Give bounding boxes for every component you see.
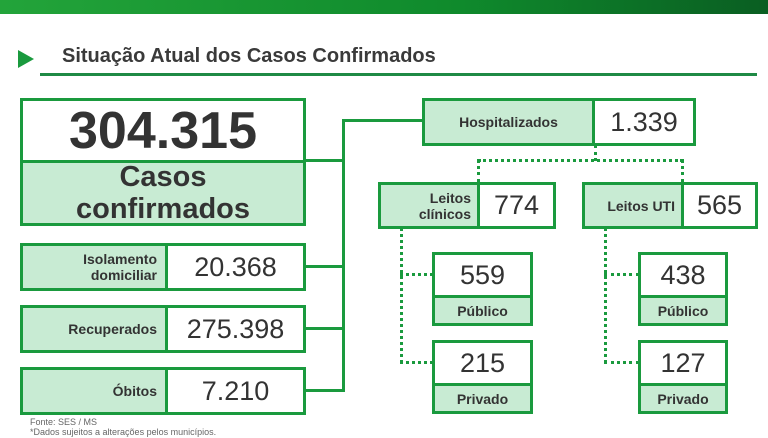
obitos-label: Óbitos <box>20 367 168 415</box>
dotted-connector <box>400 228 403 363</box>
hospitalizados-value: 1.339 <box>592 98 696 146</box>
dotted-connector <box>478 159 683 162</box>
isolamento-value: 20.368 <box>165 243 306 291</box>
uti-publico-value: 438 <box>638 252 728 298</box>
connector <box>342 119 345 392</box>
leitos-clinicos-label: Leitos clínicos <box>378 182 480 229</box>
connector <box>305 159 345 162</box>
uti-privado-value: 127 <box>638 340 728 386</box>
footer-note: *Dados sujeitos a alterações pelos munic… <box>30 427 217 437</box>
footer-source: Fonte: SES / MS <box>30 417 98 427</box>
dotted-connector <box>400 273 433 276</box>
dotted-connector <box>604 361 639 364</box>
clinicos-privado-value: 215 <box>432 340 533 386</box>
connector <box>305 327 345 330</box>
confirmados-label: Casos confirmados <box>20 160 306 226</box>
obitos-value: 7.210 <box>165 367 306 415</box>
title-underline <box>40 73 757 76</box>
clinicos-privado-label: Privado <box>432 383 533 414</box>
recuperados-value: 275.398 <box>165 305 306 353</box>
dotted-connector <box>477 159 480 183</box>
leitos-uti-label: Leitos UTI <box>582 182 684 229</box>
recuperados-label: Recuperados <box>20 305 168 353</box>
top-bar <box>0 0 768 14</box>
isolamento-label: Isolamento domiciliar <box>20 243 168 291</box>
dotted-connector <box>604 273 639 276</box>
leitos-uti-value: 565 <box>681 182 758 229</box>
hospitalizados-label: Hospitalizados <box>422 98 595 146</box>
triangle-bullet-icon <box>18 50 34 68</box>
connector <box>342 119 424 122</box>
clinicos-publico-label: Público <box>432 295 533 326</box>
dotted-connector <box>594 145 597 161</box>
dotted-connector <box>681 159 684 183</box>
leitos-clinicos-value: 774 <box>477 182 556 229</box>
confirmados-value: 304.315 <box>20 98 306 163</box>
dotted-connector <box>604 228 607 363</box>
clinicos-publico-value: 559 <box>432 252 533 298</box>
page-title: Situação Atual dos Casos Confirmados <box>62 45 436 67</box>
uti-publico-label: Público <box>638 295 728 326</box>
connector <box>305 389 345 392</box>
connector <box>305 265 345 268</box>
uti-privado-label: Privado <box>638 383 728 414</box>
dotted-connector <box>400 361 433 364</box>
